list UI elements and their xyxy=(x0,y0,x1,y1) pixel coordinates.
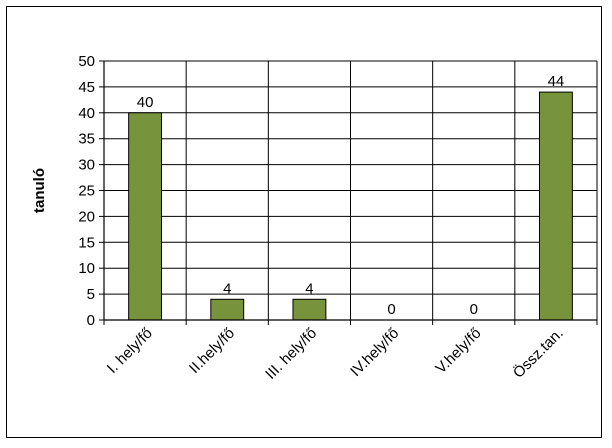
bar xyxy=(538,91,573,321)
y-tick-label: 5 xyxy=(87,286,95,303)
bar xyxy=(292,298,327,321)
chart-frame xyxy=(6,6,602,438)
y-tick-label: 25 xyxy=(78,183,95,200)
y-tick-labels: 0 5 10 15 20 25 30 35 40 45 50 xyxy=(78,53,95,329)
x-tick-label: V.hely/fő xyxy=(432,325,484,377)
y-tick-label: 45 xyxy=(78,79,95,96)
data-label: 0 xyxy=(470,301,478,318)
data-labels: 404 40 044 xyxy=(137,73,565,318)
x-tick-label: III. hely/fő xyxy=(262,325,320,383)
data-label: 4 xyxy=(305,280,313,297)
data-label: 0 xyxy=(387,301,395,318)
x-tick-label: Össz.tan. xyxy=(509,324,567,382)
data-label: 44 xyxy=(548,73,565,90)
x-tick-label: IV.hely/fő xyxy=(347,325,402,380)
y-tick-label: 35 xyxy=(78,131,95,148)
y-tick-label: 15 xyxy=(78,234,95,251)
bar xyxy=(128,112,163,321)
x-tick-labels: I. hely/fő II.hely/fő III. hely/fő IV.hely/… xyxy=(104,324,567,383)
y-tick-label: 40 xyxy=(78,105,95,122)
y-tick-label: 10 xyxy=(78,260,95,277)
axes xyxy=(99,60,598,325)
y-axis-label: tanuló xyxy=(31,168,48,213)
data-label: 40 xyxy=(137,94,154,111)
bars xyxy=(128,91,573,321)
gridlines xyxy=(104,60,598,320)
x-tick-label: I. hely/fő xyxy=(104,325,156,377)
data-label: 4 xyxy=(223,280,231,297)
y-tick-label: 20 xyxy=(78,208,95,225)
y-tick-label: 30 xyxy=(78,157,95,174)
y-tick-label: 0 xyxy=(87,312,95,329)
x-tick-label: II.hely/fő xyxy=(186,325,238,377)
bar xyxy=(210,298,245,321)
y-tick-label: 50 xyxy=(78,53,95,70)
